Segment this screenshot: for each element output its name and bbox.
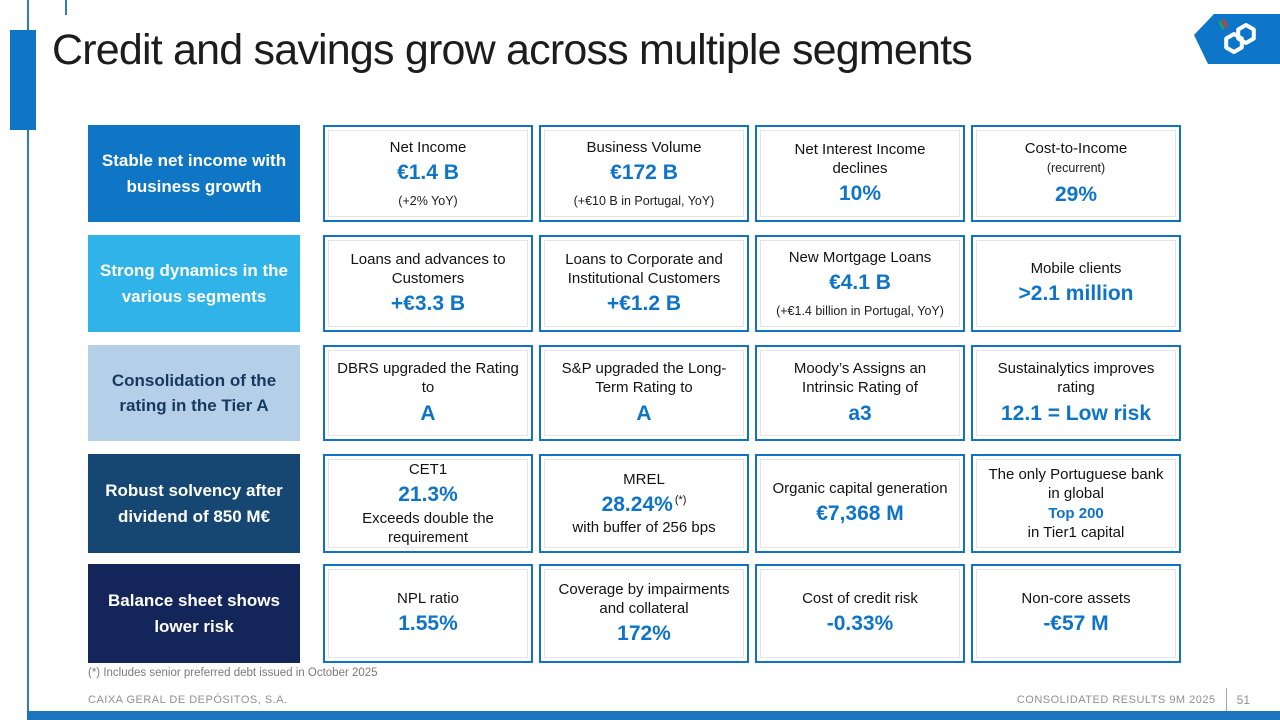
metric-label: Net Interest Income declines: [794, 140, 926, 177]
grid-row-1: Stable net income with business growth Ne…: [88, 125, 1181, 222]
metric-label: with buffer of 256 bps: [572, 519, 716, 537]
metric-label: Business Volume: [586, 138, 702, 156]
page-title: Credit and savings grow across multiple …: [52, 26, 973, 74]
metric-label: Loans and advances to Customers: [350, 250, 506, 287]
metric-label: in Tier1 capital: [1027, 523, 1125, 541]
metric-value: a3: [848, 401, 872, 425]
metric-label: Sustainalytics improves rating: [997, 360, 1155, 397]
metric-label: (+€10 B in Portugal, YoY): [573, 194, 715, 209]
metric-label: (+2% YoY): [398, 194, 458, 209]
metric-card: Cost-to-Income (recurrent) 29%: [971, 125, 1181, 222]
metric-card: NPL ratio 1.55%: [323, 564, 533, 663]
grid-row-3: Consolidation of the rating in the Tier …: [88, 345, 1181, 441]
metric-card: Non-core assets -€57 M: [971, 564, 1181, 663]
metric-label: (recurrent): [1046, 161, 1106, 176]
metric-label: CET1: [408, 461, 448, 479]
page-number: 51: [1236, 693, 1250, 707]
metric-card: Business Volume €172 B (+€10 B in Portugal…: [539, 125, 749, 222]
metric-card: Net Interest Income declines 10%: [755, 125, 965, 222]
metric-card: DBRS upgraded the Rating to A: [323, 345, 533, 441]
metric-label: Mobile clients: [1030, 260, 1122, 278]
metric-card: Moody’s Assigns an Intrinsic Rating of a3: [755, 345, 965, 441]
metric-value: -0.33%: [826, 612, 894, 636]
top-accent-tick: [65, 0, 67, 15]
row-label: Robust solvency after dividend of 850 M€: [88, 454, 300, 553]
grid-row-2: Strong dynamics in the various segments L…: [88, 235, 1181, 332]
metric-value: +€3.3 B: [390, 292, 466, 316]
metric-value: 10%: [838, 182, 882, 206]
metric-value: 21.3%: [398, 483, 458, 507]
metric-value: €1.4 B: [397, 160, 459, 184]
row-label: Stable net income with business growth: [88, 125, 300, 222]
footer-company-name: CAIXA GERAL DE DEPÓSITOS, S.A.: [88, 694, 288, 706]
grid-row-4: Robust solvency after dividend of 850 M€…: [88, 454, 1181, 553]
metric-value: €172 B: [610, 160, 678, 184]
metric-card: Loans to Corporate and Institutional Cus…: [539, 235, 749, 332]
metric-label: (+€1.4 billion in Portugal, YoY): [776, 304, 944, 319]
grid-row-5: Balance sheet shows lower risk NPL ratio 1…: [88, 564, 1181, 663]
metric-card: S&P upgraded the Long-Term Rating to A: [539, 345, 749, 441]
metric-label: Cost of credit risk: [802, 590, 918, 608]
metric-card: MREL 28.24% (*) with buffer of 256 bps: [539, 454, 749, 553]
metric-value: A: [636, 401, 652, 425]
row-label: Strong dynamics in the various segments: [88, 235, 300, 332]
footer-right-group: CONSOLIDATED RESULTS 9M 2025 51: [1017, 688, 1250, 712]
metric-value: 12.1 = Low risk: [1001, 401, 1151, 425]
metric-card: Sustainalytics improves rating 12.1 = Low…: [971, 345, 1181, 441]
metric-value: Top 200: [1048, 504, 1104, 522]
bottom-accent-bar: [27, 711, 1280, 720]
metric-label: NPL ratio: [397, 590, 459, 608]
metric-label: New Mortgage Loans: [788, 248, 932, 266]
metric-label: Organic capital generation: [772, 480, 948, 498]
metric-card: Coverage by impairments and collateral 17…: [539, 564, 749, 663]
title-accent-bar: [10, 30, 36, 130]
metric-label: Non-core assets: [1021, 590, 1131, 608]
metric-value: -€57 M: [1043, 612, 1109, 636]
metric-card: Cost of credit risk -0.33%: [755, 564, 965, 663]
metric-label: S&P upgraded the Long-Term Rating to: [561, 360, 727, 397]
metric-label: Exceeds double the requirement: [362, 509, 494, 546]
metric-label: MREL: [623, 470, 665, 488]
metric-card: Organic capital generation €7,368 M: [755, 454, 965, 553]
metric-value: 29%: [1054, 182, 1098, 206]
metric-value: >2.1 million: [1018, 282, 1134, 306]
metric-value: 28.24% (*): [601, 492, 687, 516]
metric-label: Coverage by impairments and collateral: [558, 580, 730, 617]
metric-card: The only Portuguese bank in global Top 20…: [971, 454, 1181, 553]
metric-value: A: [420, 401, 436, 425]
metric-card: Net Income €1.4 B (+2% YoY): [323, 125, 533, 222]
footnote: (*) Includes senior preferred debt issue…: [88, 667, 378, 679]
footer-report-title: CONSOLIDATED RESULTS 9M 2025: [1016, 694, 1216, 706]
metric-label: Loans to Corporate and Institutional Cus…: [565, 250, 723, 287]
cgd-logo-icon: [1218, 18, 1256, 54]
content-grid: Stable net income with business growth Ne…: [88, 125, 1181, 674]
footer-divider: [1225, 688, 1227, 712]
row-label: Consolidation of the rating in the Tier …: [88, 345, 300, 441]
metric-label: Cost-to-Income: [1024, 140, 1128, 158]
left-accent-line: [27, 0, 29, 712]
metric-card: Loans and advances to Customers +€3.3 B: [323, 235, 533, 332]
metric-value: €7,368 M: [816, 502, 904, 526]
metric-label: Net Income: [389, 138, 467, 156]
metric-card: Mobile clients >2.1 million: [971, 235, 1181, 332]
metric-value: +€1.2 B: [606, 292, 682, 316]
metric-value: €4.1 B: [829, 270, 891, 294]
metric-label: Moody’s Assigns an Intrinsic Rating of: [793, 360, 927, 397]
cgd-logo: [1194, 14, 1280, 64]
metric-label: The only Portuguese bank in global: [988, 466, 1164, 503]
metric-value: 1.55%: [398, 612, 458, 636]
metric-card: New Mortgage Loans €4.1 B (+€1.4 billion i…: [755, 235, 965, 332]
footnote-marker: (*): [674, 493, 687, 506]
row-label: Balance sheet shows lower risk: [88, 564, 300, 663]
metric-value: 172%: [617, 622, 671, 646]
metric-label: DBRS upgraded the Rating to: [337, 360, 519, 397]
metric-card: CET1 21.3% Exceeds double the requirement: [323, 454, 533, 553]
